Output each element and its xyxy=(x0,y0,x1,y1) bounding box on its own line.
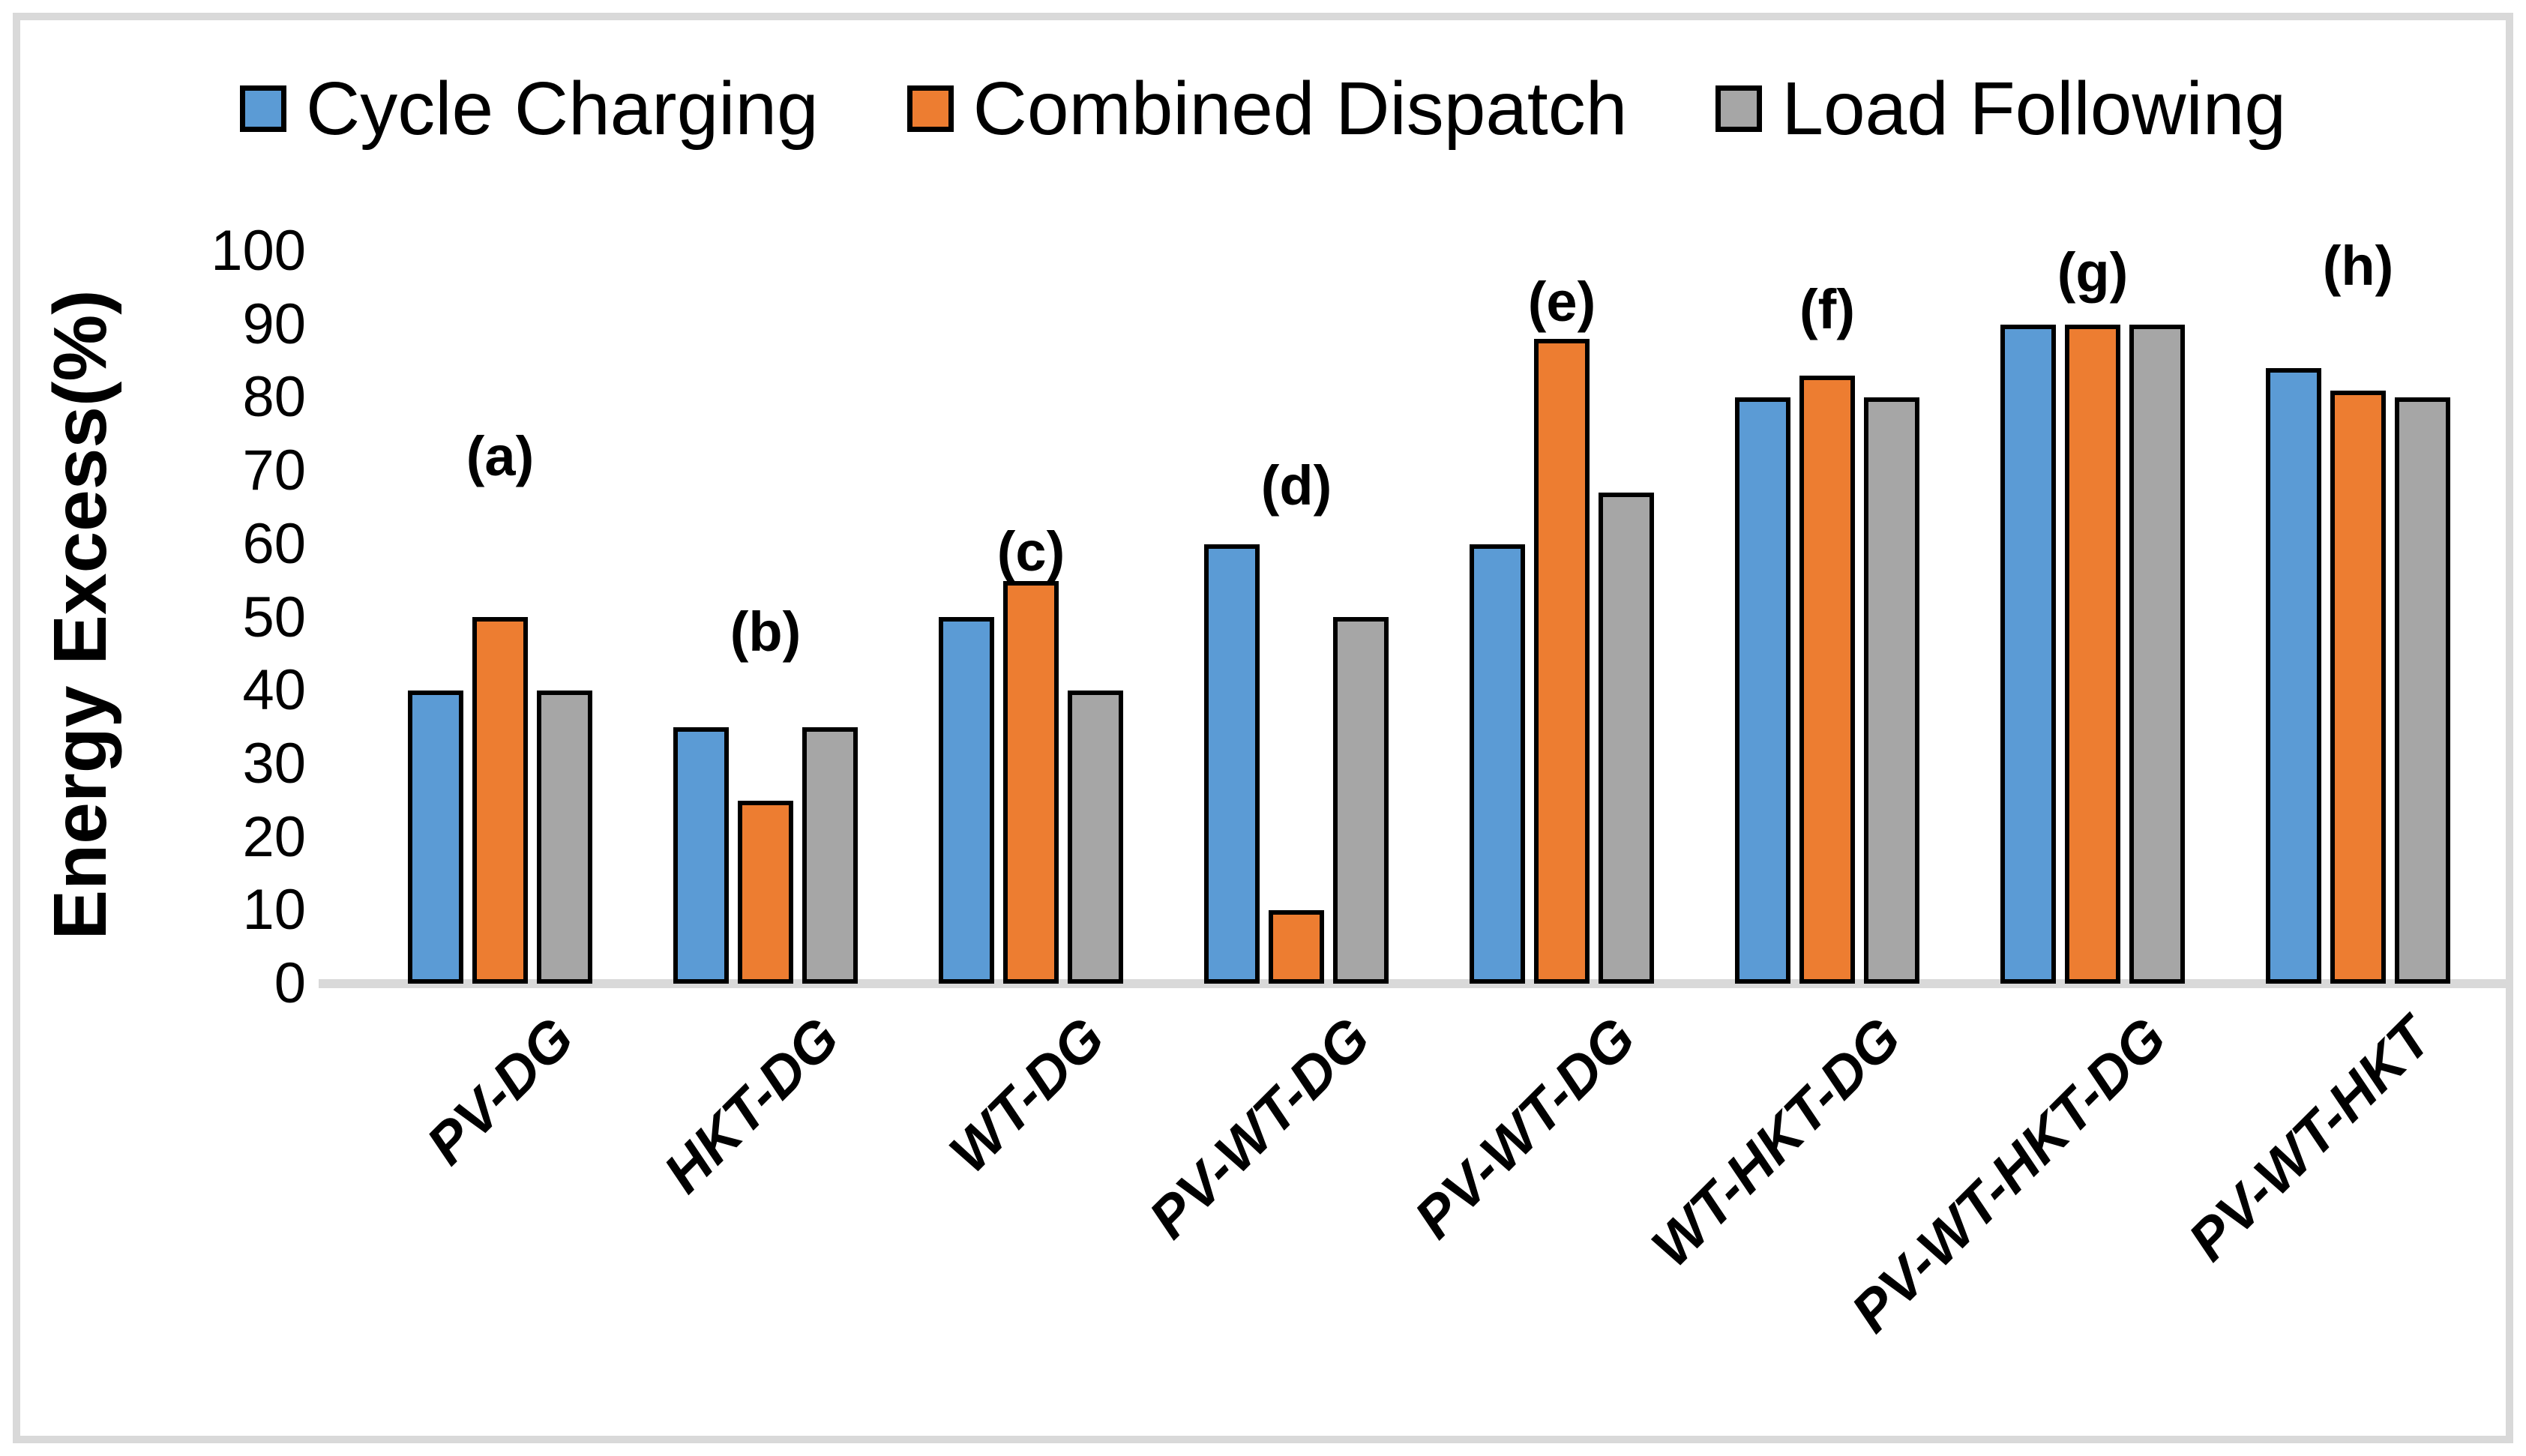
group-annotation: (a) xyxy=(466,424,535,487)
bar-load-following xyxy=(1068,691,1123,984)
chart-frame xyxy=(13,13,2513,1443)
legend-item: Cycle Charging xyxy=(240,71,819,146)
bar-combined-dispatch xyxy=(1799,376,1855,984)
y-tick-label: 80 xyxy=(242,365,306,430)
bar-load-following xyxy=(1599,493,1654,984)
group-annotation: (e) xyxy=(1527,271,1596,334)
bar-cycle-charging xyxy=(1470,544,1525,984)
bar-combined-dispatch xyxy=(2330,391,2386,984)
bar-combined-dispatch xyxy=(2065,325,2120,984)
bar-combined-dispatch xyxy=(1534,339,1590,984)
y-tick-label: 100 xyxy=(211,219,306,283)
legend-label: Cycle Charging xyxy=(306,67,819,151)
group-annotation: (d) xyxy=(1260,454,1332,517)
bar-combined-dispatch xyxy=(1269,910,1324,984)
bar-load-following xyxy=(2395,397,2450,984)
bar-cycle-charging xyxy=(939,617,994,984)
x-axis-line xyxy=(319,979,2510,988)
bar-combined-dispatch xyxy=(738,801,793,984)
bar-load-following xyxy=(537,691,592,984)
legend-swatch xyxy=(240,85,287,132)
group-annotation: (f) xyxy=(1799,278,1855,341)
group-annotation: (g) xyxy=(2057,241,2129,304)
legend-item: Combined Dispatch xyxy=(906,67,1628,151)
bar-load-following xyxy=(1333,617,1389,984)
y-tick-label: 90 xyxy=(242,292,306,356)
y-tick-label: 70 xyxy=(242,439,306,503)
bar-cycle-charging xyxy=(2266,368,2321,984)
legend-swatch xyxy=(1715,85,1763,132)
y-tick-label: 30 xyxy=(242,731,306,795)
legend-label: Load Following xyxy=(1781,67,2286,151)
y-tick-label: 40 xyxy=(242,658,306,723)
y-tick-label: 50 xyxy=(242,585,306,649)
y-tick-label: 0 xyxy=(274,951,306,1015)
bar-cycle-charging xyxy=(2000,325,2056,984)
group-annotation: (h) xyxy=(2322,234,2394,297)
y-tick-label: 20 xyxy=(242,804,306,869)
bar-cycle-charging xyxy=(1735,397,1790,984)
legend: Cycle Charging Combined Dispatch Load Foll… xyxy=(0,71,2526,146)
bar-combined-dispatch xyxy=(1003,581,1059,984)
legend-swatch xyxy=(906,85,954,132)
bar-cycle-charging xyxy=(408,691,463,984)
group-annotation: (b) xyxy=(730,601,802,664)
bar-combined-dispatch xyxy=(472,617,528,984)
y-tick-label: 10 xyxy=(242,878,306,942)
bar-load-following xyxy=(802,727,858,984)
group-annotation: (c) xyxy=(996,520,1065,583)
legend-item: Load Following xyxy=(1715,71,2286,146)
bar-cycle-charging xyxy=(673,727,729,984)
bar-cycle-charging xyxy=(1204,544,1260,984)
y-tick-label: 60 xyxy=(242,511,306,576)
legend-label: Combined Dispatch xyxy=(972,67,1628,151)
bar-load-following xyxy=(2129,325,2185,984)
bar-load-following xyxy=(1864,397,1919,984)
